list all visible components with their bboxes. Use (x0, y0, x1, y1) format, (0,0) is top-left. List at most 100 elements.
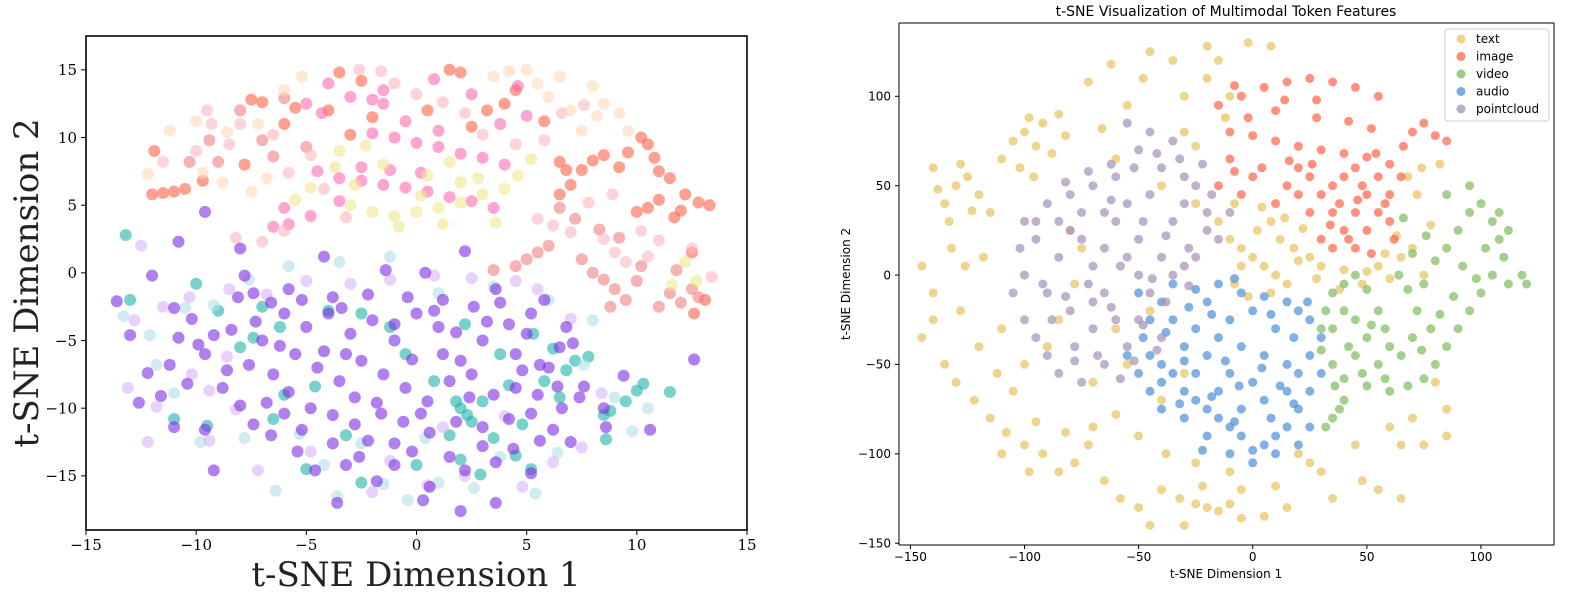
point-image-44 (1408, 127, 1417, 137)
point-cluster-purple-5 (185, 312, 198, 325)
point-pointcloud-32 (1214, 234, 1223, 244)
point-cluster-purple-131 (172, 331, 185, 344)
point-cluster-purple-60 (476, 334, 489, 347)
point-text-93 (1403, 172, 1413, 182)
point-text-16 (1024, 113, 1034, 123)
point-text-153 (1426, 220, 1436, 230)
point-cluster-pink-20 (410, 136, 423, 149)
point-audio-76 (1230, 417, 1239, 427)
point-cluster-lightpink-22 (256, 235, 269, 248)
point-audio-3 (1236, 288, 1246, 298)
point-text-9 (985, 208, 995, 217)
point-cluster-purple-87 (467, 300, 480, 313)
point-cluster-red-14 (586, 154, 599, 167)
point-image-61 (1366, 249, 1376, 259)
point-cluster-red-2 (652, 165, 665, 178)
point-cluster-purple-81 (509, 381, 522, 394)
point-cluster-salmon-20 (613, 231, 626, 244)
point-cluster-salmon-29 (670, 264, 683, 277)
point-video-5 (1499, 252, 1509, 262)
point-cluster-purple-92 (295, 293, 308, 306)
point-pointcloud-28 (1168, 216, 1178, 226)
point-video-25 (1373, 306, 1383, 316)
point-audio-49 (1157, 377, 1166, 387)
point-video-7 (1476, 288, 1486, 298)
point-cluster-pink-23 (355, 161, 368, 174)
point-video-21 (1328, 288, 1338, 298)
point-pointcloud-77 (1061, 292, 1071, 301)
point-cluster-purple-15 (199, 348, 211, 361)
y-tick-label: 100 (868, 89, 891, 103)
point-cluster-purple-31 (443, 450, 456, 463)
point-audio-39 (1214, 386, 1223, 396)
point-cluster-yellow-14 (472, 172, 485, 185)
point-text-139 (1220, 113, 1230, 123)
point-cluster-purple-111 (436, 348, 449, 361)
point-cluster-yellow-6 (476, 188, 489, 201)
point-cluster-teal-9 (465, 415, 478, 428)
point-cluster-yellow-13 (443, 155, 456, 168)
point-cluster-lightpink-24 (476, 128, 489, 141)
point-cluster-lightcyan-2 (179, 302, 192, 314)
point-text-43 (1175, 494, 1185, 503)
point-pointcloud-64 (1207, 190, 1217, 200)
point-cluster-salmon-18 (569, 212, 582, 225)
point-text-15 (1054, 109, 1064, 119)
point-text-72 (1236, 243, 1246, 253)
right-x-axis: −150 −100 −50 0 50 100 (894, 545, 1492, 564)
point-cluster-purple-49 (331, 496, 344, 509)
point-image-30 (1316, 234, 1326, 244)
point-text-125 (1198, 481, 1207, 491)
point-cluster-yellow-5 (454, 196, 467, 209)
point-image-29 (1236, 190, 1246, 200)
point-cluster-lavender-14 (547, 456, 560, 469)
y-tick-label: −100 (858, 447, 891, 461)
point-text-82 (1275, 234, 1285, 244)
series-cluster-red (146, 63, 716, 320)
point-text-47 (1225, 499, 1235, 509)
point-cluster-red-27 (256, 96, 269, 109)
point-cluster-purple-61 (454, 354, 467, 367)
point-image-67 (1280, 95, 1290, 105)
point-image-66 (1312, 95, 1322, 105)
point-cluster-salmon-0 (542, 239, 555, 252)
point-video-27 (1385, 342, 1395, 352)
point-audio-2 (1214, 279, 1223, 289)
point-audio-15 (1259, 440, 1269, 450)
point-cluster-pink-34 (511, 80, 524, 93)
point-image-14 (1362, 152, 1372, 162)
point-audio-27 (1145, 315, 1155, 325)
point-cluster-red-3 (635, 131, 648, 144)
point-video-4 (1494, 234, 1504, 244)
point-audio-46 (1225, 315, 1235, 325)
point-cluster-lightpink-9 (205, 118, 218, 130)
point-text-79 (1236, 261, 1246, 271)
point-text-29 (940, 359, 950, 369)
point-video-0 (1442, 190, 1452, 200)
point-video-3 (1487, 216, 1497, 226)
point-cluster-red-25 (146, 188, 159, 201)
point-cluster-purple-6 (168, 302, 181, 314)
point-cluster-red-39 (278, 118, 291, 130)
point-cluster-purple-77 (421, 395, 434, 408)
series-video (1316, 181, 1532, 432)
point-cluster-lightcyan-12 (578, 358, 590, 371)
point-text-97 (1408, 413, 1417, 423)
point-video-44 (1517, 270, 1527, 280)
left-x-axis-label: t-SNE Dimension 1 (251, 555, 580, 595)
point-audio-29 (1168, 315, 1178, 325)
point-text-51 (1316, 467, 1326, 477)
point-text-151 (1380, 249, 1390, 259)
point-text-140 (1243, 38, 1253, 48)
point-video-19 (1316, 324, 1326, 334)
point-cluster-purple-97 (304, 402, 317, 415)
legend-marker-audio (1456, 87, 1466, 96)
point-cluster-red-11 (630, 205, 643, 218)
point-cluster-purple-62 (432, 321, 445, 333)
point-cluster-lightcyan-11 (586, 314, 599, 327)
point-text-50 (1282, 503, 1292, 512)
point-cluster-lightcyan-28 (467, 482, 480, 494)
point-video-42 (1481, 243, 1490, 253)
point-text-85 (1316, 261, 1326, 271)
point-pointcloud-4 (1157, 163, 1166, 173)
